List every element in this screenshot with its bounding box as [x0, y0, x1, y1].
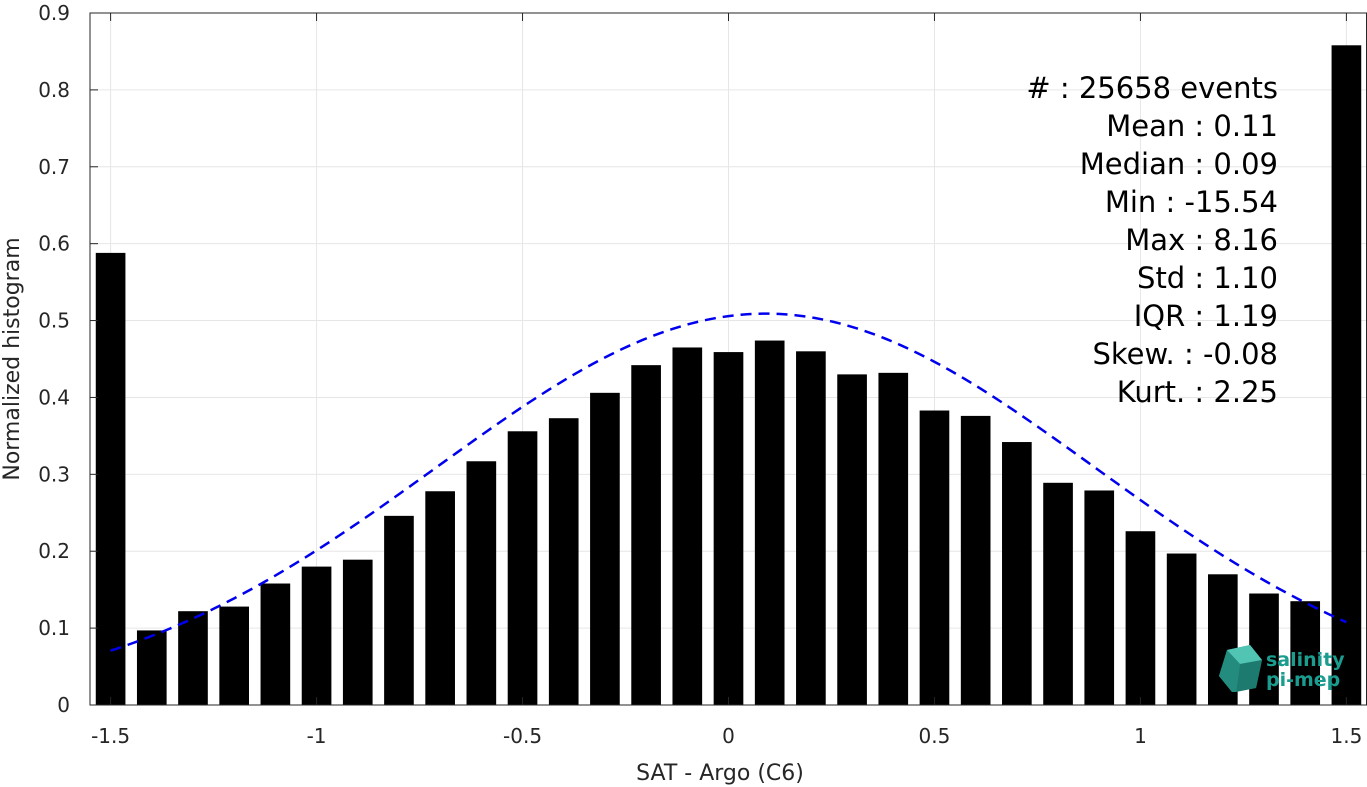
histogram-bar	[384, 515, 414, 705]
histogram-bar	[1125, 531, 1156, 705]
logo-cube-icon	[1219, 645, 1262, 692]
histogram-bars	[95, 45, 1362, 706]
histogram-bar	[960, 415, 991, 705]
stat-line: Skew. : -0.08	[1092, 337, 1278, 371]
histogram-bar	[342, 559, 373, 705]
histogram-bar	[713, 352, 744, 705]
histogram-bar	[548, 418, 579, 705]
histogram-bar	[425, 491, 455, 705]
histogram-bar	[1290, 601, 1321, 705]
histogram-bar	[631, 365, 661, 705]
x-tick-label: -1	[307, 724, 327, 748]
histogram-bar	[672, 347, 703, 705]
y-tick-label: 0.6	[38, 232, 70, 256]
stat-line: Std : 1.10	[1137, 261, 1278, 295]
histogram-bar	[1084, 490, 1115, 705]
histogram-bar	[136, 630, 167, 705]
histogram-bar	[590, 392, 620, 705]
x-tick-label: -0.5	[503, 724, 542, 748]
logo-text-line1: salinity	[1266, 649, 1345, 671]
y-tick-label: 0.4	[38, 385, 70, 409]
y-axis-label: Normalized histogram	[0, 237, 25, 480]
histogram-bar	[919, 410, 950, 705]
x-tick-label: -1.5	[91, 724, 130, 748]
stat-line: # : 25658 events	[1026, 71, 1278, 105]
logo-text-line2: pi-mep	[1266, 669, 1340, 691]
y-tick-label: 0.1	[38, 616, 70, 640]
histogram-bar	[878, 372, 909, 705]
histogram-bar	[1331, 45, 1362, 705]
histogram-bar	[507, 431, 538, 705]
y-tick-label: 0.3	[38, 462, 70, 486]
stat-line: Mean : 0.11	[1106, 109, 1278, 143]
x-tick-label: 1	[1134, 724, 1147, 748]
x-axis-label: SAT - Argo (C6)	[636, 761, 804, 786]
y-tick-label: 0.7	[38, 155, 70, 179]
histogram-bar	[260, 583, 291, 705]
histogram-bar	[1043, 482, 1073, 705]
histogram-bar	[219, 606, 250, 705]
stat-line: Max : 8.16	[1125, 223, 1278, 257]
x-tick-label: 0	[722, 724, 735, 748]
histogram-bar	[837, 374, 867, 705]
x-tick-label: 0.5	[919, 724, 951, 748]
y-tick-label: 0.2	[38, 539, 70, 563]
stat-line: Min : -15.54	[1105, 185, 1278, 219]
gaussian-fit-curve	[110, 312, 1347, 652]
statistics-box: # : 25658 events Mean : 0.11 Median : 0.09…	[1026, 71, 1278, 409]
histogram-bar	[1166, 553, 1197, 705]
stat-line: IQR : 1.19	[1134, 299, 1278, 333]
histogram-bar	[178, 611, 208, 705]
axis-tick-labels: -1.5 -1 -0.5 0 0.5 1 1.5 0 0.1 0.2 0.3 0.4 0.5 0.6 0.7…	[38, 1, 1362, 748]
salinity-pimep-logo: salinity pi-mep	[1219, 645, 1345, 692]
histogram-bar	[1002, 442, 1032, 705]
histogram-bar	[95, 252, 126, 706]
stat-line: Kurt. : 2.25	[1117, 375, 1278, 409]
stat-line: Median : 0.09	[1080, 147, 1278, 181]
histogram-bar	[796, 351, 826, 705]
histogram-bar	[301, 566, 332, 705]
axis-ticks	[90, 12, 1347, 706]
y-tick-label: 0.8	[38, 78, 70, 102]
x-tick-label: 1.5	[1330, 724, 1362, 748]
histogram-bar	[466, 461, 497, 705]
y-tick-label: 0.5	[38, 309, 70, 333]
histogram-bar	[754, 340, 785, 705]
y-tick-label: 0	[57, 693, 70, 717]
y-tick-label: 0.9	[38, 1, 70, 25]
